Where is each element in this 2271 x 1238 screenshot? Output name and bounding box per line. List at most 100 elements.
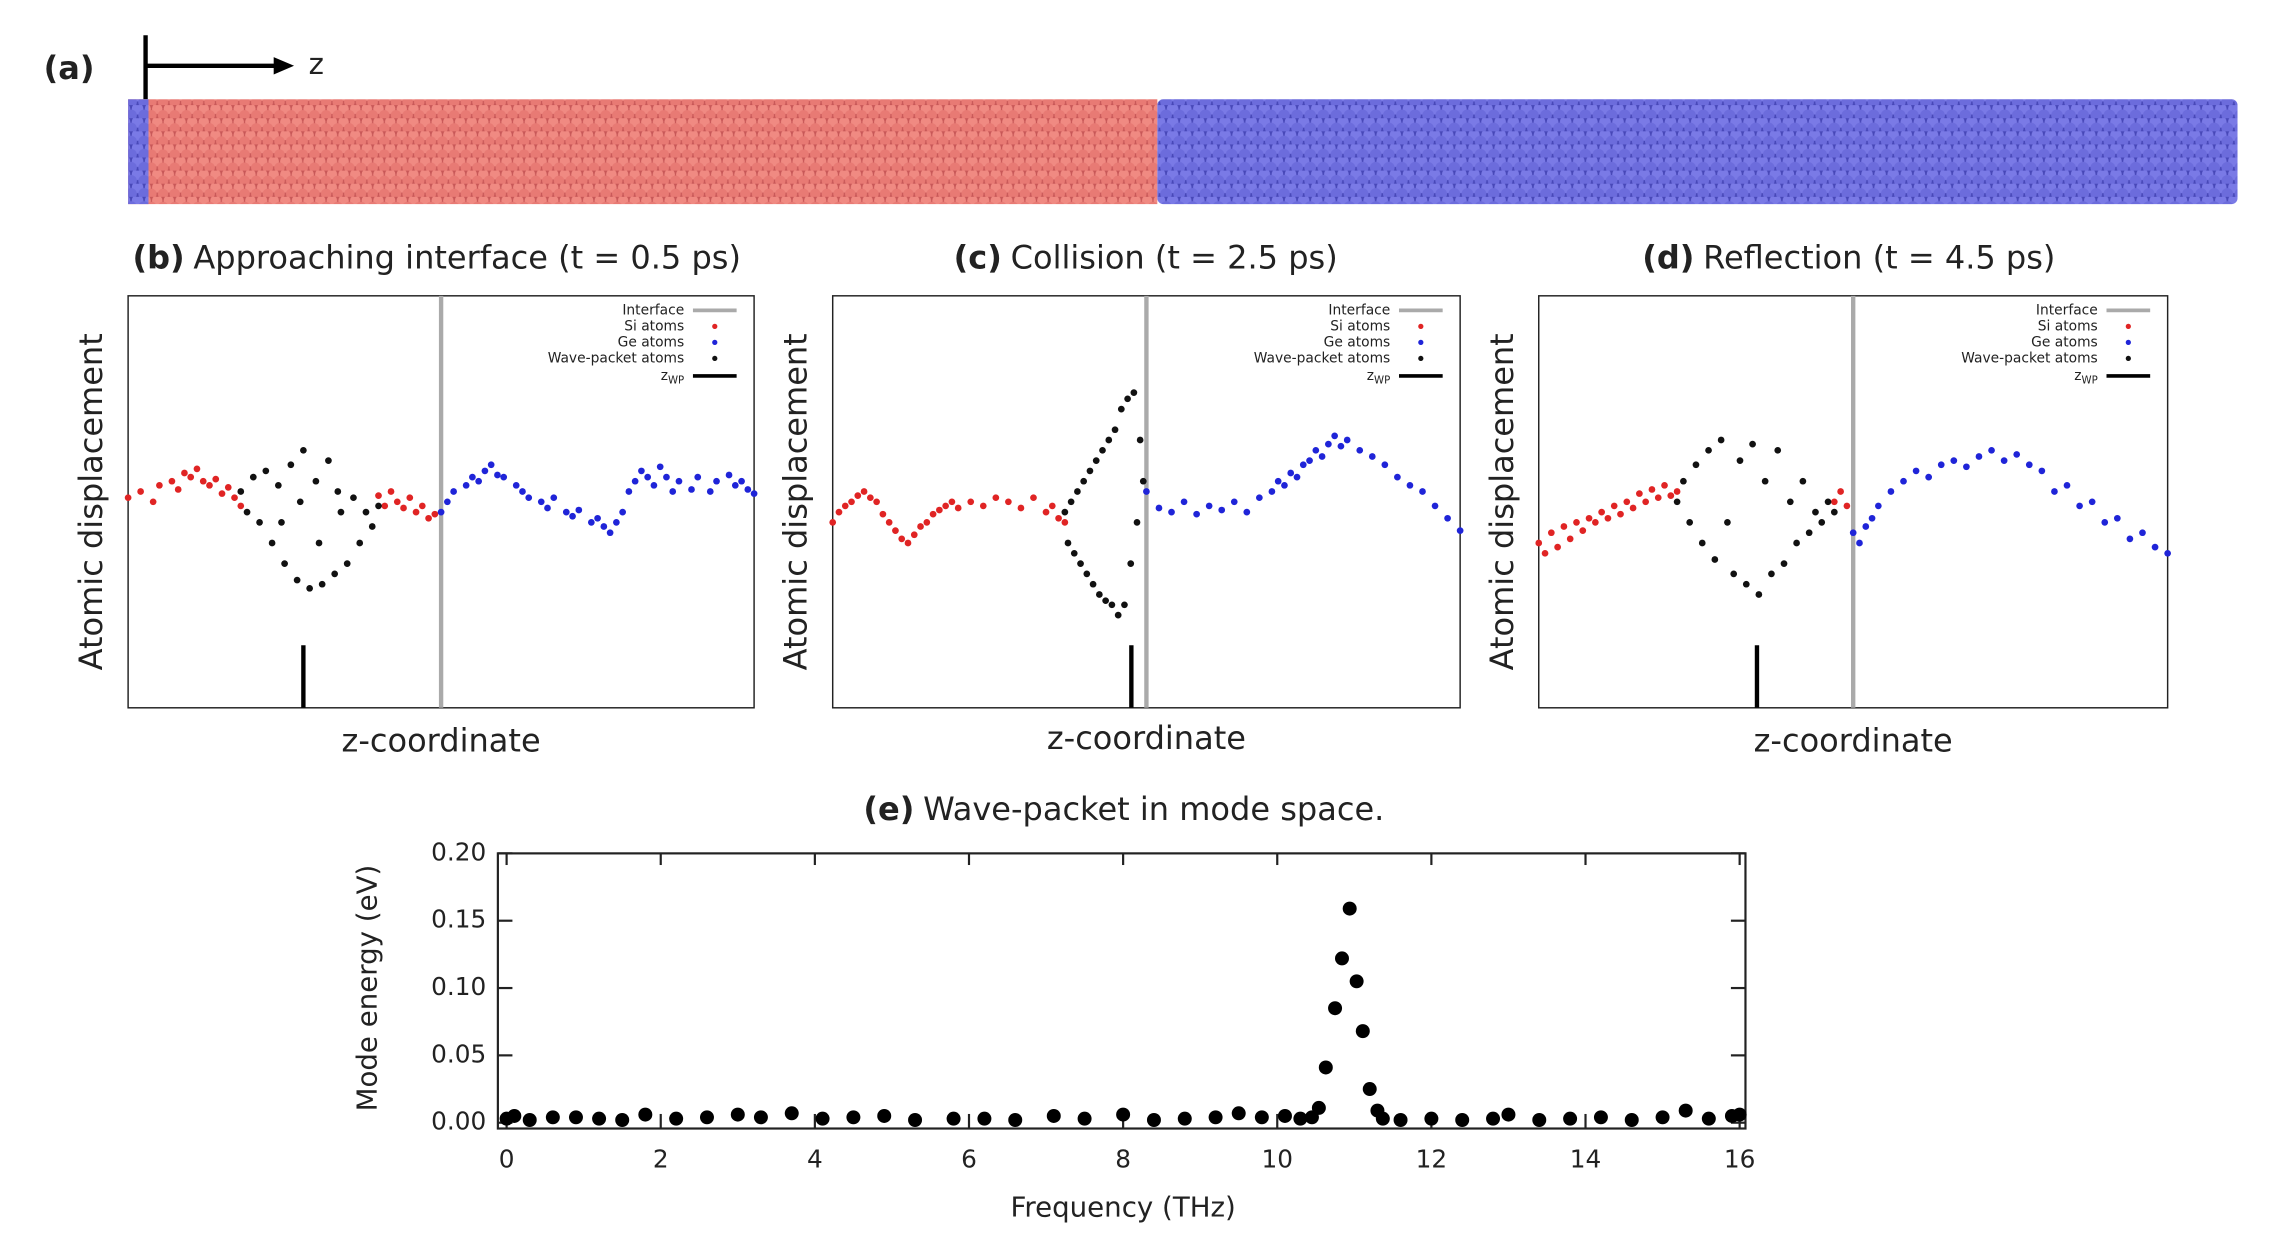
data-point — [1008, 1113, 1023, 1127]
legend-label: Interface — [1328, 302, 1390, 318]
data-point — [688, 486, 695, 493]
data-point — [1136, 436, 1144, 444]
data-point — [606, 529, 614, 537]
data-point — [1554, 543, 1561, 551]
data-point — [362, 508, 370, 516]
data-point — [753, 1110, 768, 1125]
data-point — [444, 498, 451, 506]
si-region — [128, 99, 1158, 205]
panel-label: (b) — [132, 238, 184, 276]
data-point — [507, 1108, 522, 1123]
data-point — [644, 473, 652, 481]
x-tick-label: 2 — [653, 1145, 669, 1174]
data-point — [1648, 486, 1656, 493]
x-tick-label: 6 — [961, 1145, 977, 1174]
data-point — [1108, 601, 1116, 609]
data-point — [224, 484, 232, 491]
legend-label: Si atoms — [2038, 318, 2098, 334]
data-point — [1774, 446, 1782, 454]
data-point — [1761, 477, 1769, 485]
data-point — [1667, 492, 1675, 499]
data-point — [356, 539, 364, 547]
data-point — [1293, 473, 1301, 481]
data-point — [2164, 549, 2171, 557]
data-point — [1311, 1100, 1326, 1115]
legend-swatch — [1418, 323, 1424, 330]
data-point — [1732, 1107, 1747, 1122]
data-point — [1455, 1113, 1470, 1127]
data-point — [1535, 539, 1543, 547]
x-axis-label: z-coordinate — [1047, 719, 1246, 757]
data-point — [1337, 442, 1345, 450]
data-point — [1642, 498, 1650, 506]
data-point — [334, 488, 342, 495]
data-point — [1749, 440, 1756, 448]
data-point — [619, 508, 626, 516]
data-point — [1431, 502, 1439, 510]
data-point — [1254, 1110, 1269, 1125]
data-point — [942, 502, 949, 510]
data-point — [544, 504, 551, 512]
data-point — [1208, 1110, 1223, 1125]
data-point — [1231, 1106, 1246, 1121]
data-point — [725, 471, 733, 479]
data-point — [936, 506, 943, 514]
data-point — [1755, 591, 1763, 598]
data-point — [1830, 508, 1838, 516]
data-point — [1042, 508, 1050, 516]
data-point — [2051, 488, 2058, 495]
data-point — [1768, 570, 1775, 578]
data-point — [418, 502, 426, 510]
y-tick-label: 0.15 — [431, 905, 486, 934]
data-point — [1318, 453, 1326, 460]
data-point — [256, 519, 263, 526]
data-point — [1593, 1110, 1608, 1125]
data-point — [193, 465, 201, 473]
data-point — [268, 539, 276, 547]
legend-sub: WP — [668, 375, 684, 386]
data-point — [1325, 440, 1332, 448]
data-point — [2038, 467, 2046, 475]
data-point — [1064, 539, 1072, 547]
data-point — [1604, 514, 1612, 522]
data-point — [1168, 508, 1175, 516]
data-point — [1017, 504, 1025, 512]
data-point — [343, 560, 351, 567]
data-point — [1180, 498, 1188, 506]
data-point — [587, 519, 595, 526]
data-point — [1356, 446, 1364, 454]
y-axis-label: Mode energy (eV) — [350, 865, 383, 1112]
data-point — [1963, 463, 1970, 471]
data-point — [512, 481, 520, 489]
data-point — [1937, 461, 1945, 469]
data-point — [393, 498, 401, 506]
data-point — [1419, 488, 1426, 495]
data-point — [124, 494, 132, 502]
legend-swatch — [1418, 355, 1424, 362]
data-point — [368, 523, 376, 530]
data-point — [168, 477, 176, 485]
data-point — [1812, 508, 1819, 516]
data-point — [929, 510, 937, 518]
data-point — [992, 494, 1000, 502]
data-point — [1105, 436, 1113, 444]
data-point — [615, 1113, 630, 1127]
data-point — [1629, 504, 1637, 512]
data-point — [1070, 549, 1078, 557]
data-point — [375, 502, 382, 510]
data-point — [979, 502, 987, 510]
legend-label: zWP — [2074, 368, 2097, 386]
data-point — [1116, 1107, 1131, 1122]
data-point — [262, 467, 270, 475]
data-point — [181, 469, 188, 477]
legend-label: zWP — [661, 368, 684, 386]
data-point — [187, 473, 195, 481]
data-point — [1736, 457, 1744, 464]
data-point — [231, 494, 238, 502]
data-point — [669, 1111, 684, 1126]
data-point — [638, 1107, 653, 1122]
data-point — [1048, 502, 1056, 510]
y-tick-label: 0.20 — [431, 837, 486, 866]
data-point — [784, 1106, 799, 1121]
data-point — [1256, 494, 1263, 502]
